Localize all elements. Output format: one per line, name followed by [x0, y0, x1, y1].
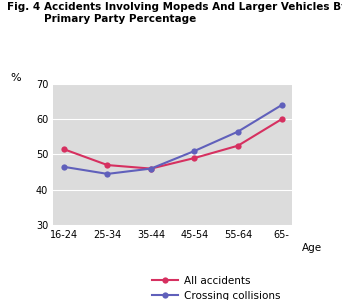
Text: Fig. 4: Fig. 4: [7, 2, 40, 11]
Text: Age: Age: [302, 243, 322, 253]
Legend: All accidents, Crossing collisions: All accidents, Crossing collisions: [149, 272, 283, 300]
Text: Primary Party Percentage: Primary Party Percentage: [44, 14, 197, 23]
Text: %: %: [10, 73, 21, 83]
Text: Accidents Involving Mopeds And Larger Vehicles By Driver Age Group,: Accidents Involving Mopeds And Larger Ve…: [44, 2, 342, 11]
